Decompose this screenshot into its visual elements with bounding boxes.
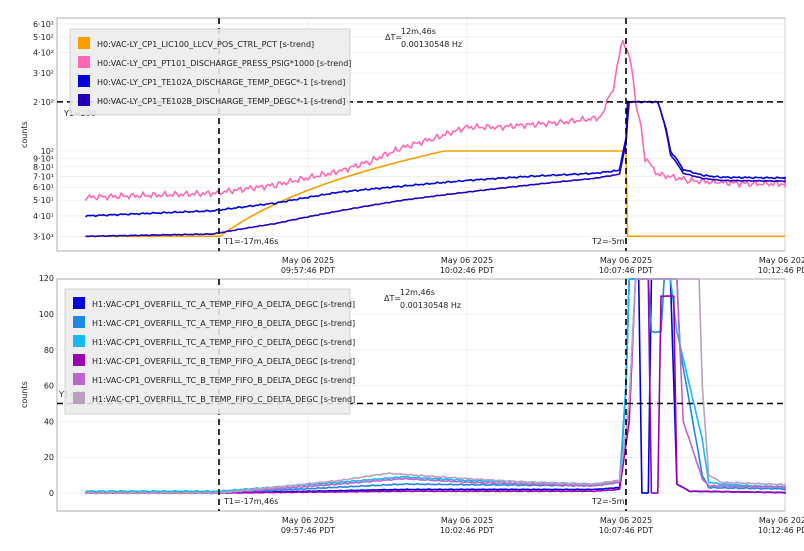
bottom-y-ticks: 120 100 80 60 40 20 0 [39, 274, 54, 498]
top-legend-swatch [78, 56, 90, 68]
top-y-tick-label: 4·10¹ [33, 212, 54, 221]
top-x-tick-label: 10:02:46 PDT [440, 266, 494, 275]
bottom-legend-entry: H1:VAC-CP1_OVERFILL_TC_B_TEMP_FIFO_A_DEL… [92, 357, 355, 366]
top-series-line-2 [84, 100, 786, 218]
top-x-tick-label: May 06 2025 [282, 256, 334, 265]
bottom-legend-swatch [73, 354, 85, 366]
bottom-x-tick-label: May 06 2025 [759, 516, 804, 525]
bottom-series-group [85, 278, 786, 495]
top-y-tick-label: 10² [41, 147, 54, 156]
top-legend-entry: H0:VAC-LY_CP1_TE102B_DISCHARGE_TEMP_DEGC… [97, 97, 345, 106]
top-legend-entry: H0:VAC-LY_CP1_PT101_DISCHARGE_PRESS_PSIG… [97, 59, 351, 68]
bottom-legend-swatch [73, 316, 85, 328]
top-delta-label: ΔT= [385, 33, 402, 42]
bottom-legend-swatch [73, 335, 85, 347]
bottom-x-tick-label: 10:12:46 PDT [758, 526, 804, 535]
bottom-legend-swatch [73, 373, 85, 385]
bottom-delta-label: ΔT= [384, 294, 401, 303]
top-x-tick-label: 09:57:46 PDT [281, 266, 335, 275]
top-y-tick-label: 3·10¹ [33, 232, 54, 241]
top-series-group [84, 39, 786, 238]
top-legend[interactable]: H0:VAC-LY_CP1_LIC100_LLCV_POS_CTRL_PCT [… [69, 28, 351, 116]
top-y-tick-label: 9·10¹ [33, 154, 54, 163]
bottom-x-tick-label: 09:57:46 PDT [281, 526, 335, 535]
bottom-series-line-5 [85, 278, 786, 495]
bottom-x-tick-label: 10:02:46 PDT [440, 526, 494, 535]
bottom-x-tick-label: May 06 2025 [600, 516, 652, 525]
top-y-tick-label: 2·10² [33, 98, 54, 107]
top-y-ticks: 6·10² 5·10² 4·10² 3·10² 2·10² 10²9·10¹8·10¹7·… [33, 20, 54, 241]
top-x-tick-label: May 06 2025 [600, 256, 652, 265]
top-y-tick-label: 5·10¹ [33, 196, 54, 205]
top-delta-time: 12m,46s [401, 27, 436, 36]
bottom-legend-entry: H1:VAC-CP1_OVERFILL_TC_B_TEMP_FIFO_B_DEL… [92, 376, 355, 385]
top-delta-freq: 0.00130548 Hz [401, 40, 462, 49]
bottom-legend-entry: H1:VAC-CP1_OVERFILL_TC_B_TEMP_FIFO_C_DEL… [92, 395, 355, 404]
top-x-tick-label: May 06 2025 [441, 256, 493, 265]
bottom-ylabel: counts [20, 381, 29, 408]
top-x-tick-label: 10:12:46 PDT [758, 266, 804, 275]
top-series-line-0 [85, 150, 786, 238]
bottom-y-tick-label: 0 [49, 489, 54, 498]
bottom-y-tick-label: 120 [39, 274, 54, 283]
top-y-tick-label: 7·10¹ [33, 172, 54, 181]
top-legend-swatch [78, 75, 90, 87]
bottom-y-tick-label: 80 [44, 346, 54, 355]
bottom-legend-box [64, 288, 351, 415]
bottom-legend[interactable]: H1:VAC-CP1_OVERFILL_TC_A_TEMP_FIFO_A_DEL… [64, 288, 355, 415]
top-cursor-t1-label: T1=-17m,46s [223, 237, 278, 246]
top-legend-entry: H0:VAC-LY_CP1_LIC100_LLCV_POS_CTRL_PCT [… [97, 40, 314, 49]
top-legend-entry: H0:VAC-LY_CP1_TE102A_DISCHARGE_TEMP_DEGC… [97, 78, 345, 87]
bottom-legend-swatch [73, 392, 85, 404]
bottom-x-tick-label: May 06 2025 [441, 516, 493, 525]
top-cursor-t2-label: T2=-5m [591, 237, 625, 246]
bottom-legend-entry: H1:VAC-CP1_OVERFILL_TC_A_TEMP_FIFO_C_DEL… [92, 338, 355, 347]
bottom-series-line-2 [85, 278, 786, 493]
bottom-y-tick-label: 100 [39, 310, 54, 319]
top-legend-swatch [78, 37, 90, 49]
bottom-x-tick-label: May 06 2025 [282, 516, 334, 525]
bottom-legend-entry: H1:VAC-CP1_OVERFILL_TC_A_TEMP_FIFO_A_DEL… [92, 300, 355, 309]
top-y-tick-label: 5·10² [33, 33, 54, 42]
top-x-tick-label: May 06 2025 [759, 256, 804, 265]
top-y-tick-label: 3·10² [33, 69, 54, 78]
bottom-legend-entry: H1:VAC-CP1_OVERFILL_TC_A_TEMP_FIFO_B_DEL… [92, 319, 355, 328]
bottom-y-tick-label: 60 [44, 382, 54, 391]
bottom-cursor-t2-label: T2=-5m [591, 497, 625, 506]
bottom-delta-freq: 0.00130548 Hz [400, 301, 461, 310]
top-y-tick-label: 6·10² [33, 20, 54, 29]
top-x-tick-label: 10:07:46 PDT [599, 266, 653, 275]
top-plot: T1=-17m,46s T2=-5m Y1=200 ΔT= 12m,46s 0.… [20, 17, 804, 275]
bottom-delta-time: 12m,46s [400, 288, 435, 297]
top-legend-box [69, 28, 351, 116]
bottom-y-tick-label: 40 [44, 417, 54, 426]
bottom-plot: T1=-17m,46s T2=-5m Y1=50 ΔT= 12m,46s 0.0… [20, 274, 804, 535]
top-series-line-1 [84, 39, 786, 202]
top-y-tick-label: 4·10² [33, 49, 54, 58]
top-legend-swatch [78, 94, 90, 106]
top-y-tick-label: 8·10¹ [33, 163, 54, 172]
bottom-x-tick-label: 10:07:46 PDT [599, 526, 653, 535]
bottom-cursor-t1-label: T1=-17m,46s [223, 497, 278, 506]
top-y-tick-label: 6·10¹ [33, 183, 54, 192]
bottom-legend-swatch [73, 297, 85, 309]
top-ylabel: counts [20, 121, 29, 148]
bottom-y-tick-label: 20 [44, 453, 54, 462]
top-series-line-3 [85, 100, 786, 238]
